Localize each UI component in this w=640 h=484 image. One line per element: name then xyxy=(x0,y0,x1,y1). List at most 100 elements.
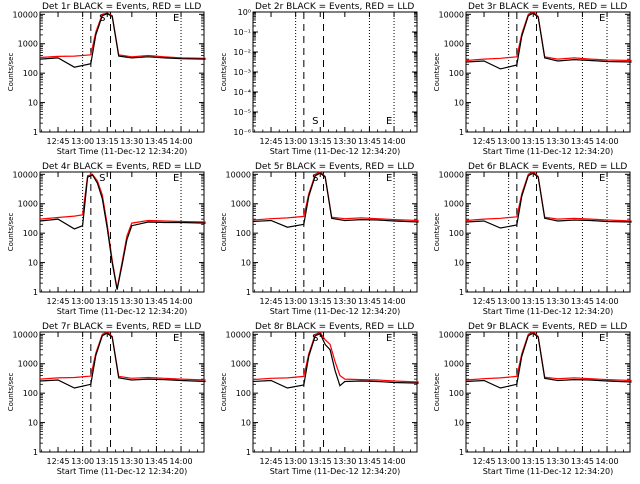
x-axis-label: Start Time (11-Dec-12 12:34:20) xyxy=(57,147,188,156)
x-tick-label: 13:15 xyxy=(522,297,545,306)
x-tick-label: 13:45 xyxy=(145,137,168,146)
panel-det-2: Det 2r BLACK = Events, RED = LLD 10⁻⁶ 10⁻⁵… xyxy=(220,2,418,156)
x-tick-label: 13:15 xyxy=(96,457,119,466)
y-tick-label: 10⁻² xyxy=(233,48,251,57)
x-tick-label: 13:45 xyxy=(145,457,168,466)
x-tick-label: 13:15 xyxy=(522,457,545,466)
x-axis-label: Start Time (11-Dec-12 12:34:20) xyxy=(483,467,614,476)
x-tick-label: 13:00 xyxy=(497,137,520,146)
series-events xyxy=(465,12,632,70)
marker-e: E xyxy=(173,333,179,344)
y-axis-label: Counts/sec xyxy=(433,53,441,92)
x-tick-label: 12:45 xyxy=(473,297,496,306)
y-tick-label: 100 xyxy=(236,229,251,238)
x-tick-label: 13:00 xyxy=(71,297,94,306)
x-tick-label: 14:00 xyxy=(170,297,193,306)
panel-title: Det 6r BLACK = Events, RED = LLD xyxy=(468,162,627,172)
y-tick-label: 1000 xyxy=(231,360,251,369)
y-tick-label: 10000 xyxy=(439,170,464,179)
y-tick-label: 100 xyxy=(23,69,38,78)
y-axis-label: Counts/sec xyxy=(7,213,15,252)
plot-frame xyxy=(252,171,418,293)
y-tick-label: 10⁻⁵ xyxy=(233,108,251,117)
panel-det-8: Det 8r BLACK = Events, RED = LLD 1 10 100 10… xyxy=(220,322,419,476)
series-events xyxy=(252,332,419,389)
y-axis-label: Counts/sec xyxy=(7,53,15,92)
y-tick-label: 10⁰ xyxy=(238,8,251,17)
panel-det-4: Det 4r BLACK = Events, RED = LLD 1 10 100 10… xyxy=(7,162,206,316)
series-events xyxy=(465,332,632,389)
x-tick-label: 14:00 xyxy=(596,137,619,146)
marker-s: S xyxy=(312,116,318,127)
series-lld xyxy=(252,171,419,222)
y-tick-label: 100 xyxy=(236,389,251,398)
y-tick-label: 10 xyxy=(241,419,251,428)
x-axis-label: Start Time (11-Dec-12 12:34:20) xyxy=(57,467,188,476)
panel-det-6: Det 6r BLACK = Events, RED = LLD 1 10 100 10… xyxy=(433,162,632,316)
y-tick-label: 1000 xyxy=(18,360,38,369)
panel-det-1: Det 1r BLACK = Events, RED = LLD 1 10 100 10… xyxy=(7,2,206,156)
x-axis-label: Start Time (11-Dec-12 12:34:20) xyxy=(270,307,401,316)
panel-det-5: Det 5r BLACK = Events, RED = LLD 1 10 100 10… xyxy=(220,162,419,316)
y-tick-label: 100 xyxy=(449,229,464,238)
plot-frame xyxy=(465,171,631,293)
series-lld xyxy=(465,331,632,382)
series-events xyxy=(39,332,206,389)
y-tick-label: 1 xyxy=(33,448,38,457)
marker-s: S xyxy=(312,333,318,344)
y-tick-label: 10 xyxy=(454,99,464,108)
x-tick-label: 13:15 xyxy=(309,137,332,146)
x-axis-label: Start Time (11-Dec-12 12:34:20) xyxy=(483,307,614,316)
y-tick-label: 10000 xyxy=(13,170,38,179)
y-tick-label: 1000 xyxy=(18,40,38,49)
x-axis-label: Start Time (11-Dec-12 12:34:20) xyxy=(270,147,401,156)
y-tick-label: 10⁻³ xyxy=(233,68,251,77)
plot-frame xyxy=(39,331,205,453)
plot-frame xyxy=(252,331,418,453)
y-axis-label: Counts/sec xyxy=(433,213,441,252)
y-axis-label: Counts/sec xyxy=(433,373,441,412)
marker-e: E xyxy=(386,116,392,127)
x-tick-label: 14:00 xyxy=(170,137,193,146)
x-tick-label: 13:30 xyxy=(546,457,569,466)
marker-e: E xyxy=(599,173,605,184)
marker-s: S xyxy=(99,173,105,184)
y-tick-label: 10⁻¹ xyxy=(233,28,251,37)
y-tick-label: 1000 xyxy=(18,200,38,209)
x-tick-label: 14:00 xyxy=(596,457,619,466)
y-tick-label: 1000 xyxy=(444,200,464,209)
y-tick-label: 1000 xyxy=(444,40,464,49)
y-tick-label: 1 xyxy=(459,128,464,137)
y-tick-label: 10 xyxy=(454,259,464,268)
y-tick-label: 1000 xyxy=(444,360,464,369)
x-tick-label: 14:00 xyxy=(383,137,406,146)
series-events xyxy=(465,172,632,229)
y-tick-label: 1 xyxy=(459,288,464,297)
x-tick-label: 13:30 xyxy=(333,137,356,146)
x-tick-label: 12:45 xyxy=(47,297,70,306)
x-tick-label: 13:00 xyxy=(71,457,94,466)
x-tick-label: 13:45 xyxy=(145,297,168,306)
series-lld xyxy=(252,331,419,383)
x-axis-label: Start Time (11-Dec-12 12:34:20) xyxy=(57,307,188,316)
panel-title: Det 2r BLACK = Events, RED = LLD xyxy=(255,2,414,12)
marker-e: E xyxy=(386,333,392,344)
series-events xyxy=(252,172,419,228)
x-tick-label: 12:45 xyxy=(260,137,283,146)
x-tick-label: 14:00 xyxy=(596,297,619,306)
panel-det-7: Det 7r BLACK = Events, RED = LLD 1 10 100 10… xyxy=(7,322,206,476)
x-tick-label: 13:30 xyxy=(120,457,143,466)
panel-title: Det 8r BLACK = Events, RED = LLD xyxy=(255,322,414,332)
y-axis-label: Counts/sec xyxy=(220,53,228,92)
x-tick-label: 13:15 xyxy=(309,297,332,306)
y-tick-label: 1 xyxy=(33,128,38,137)
x-tick-label: 12:45 xyxy=(473,137,496,146)
marker-e: E xyxy=(599,333,605,344)
x-tick-label: 13:45 xyxy=(358,457,381,466)
series-events xyxy=(39,174,206,290)
y-axis-label: Counts/sec xyxy=(220,213,228,252)
y-tick-label: 1 xyxy=(246,288,251,297)
y-tick-label: 10000 xyxy=(439,330,464,339)
y-tick-label: 10000 xyxy=(439,10,464,19)
